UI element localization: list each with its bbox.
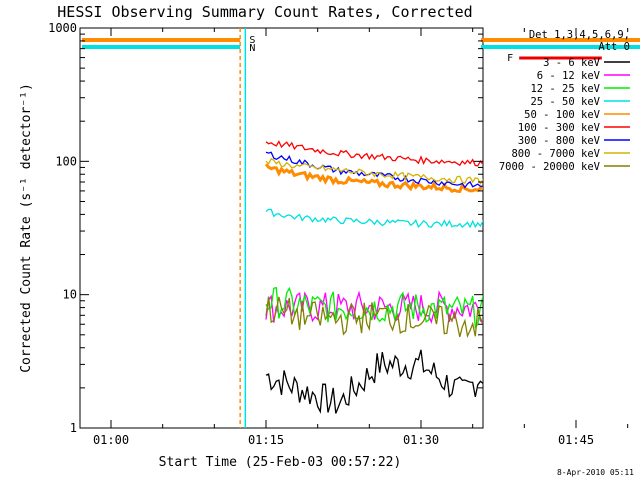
series-line-7 [265,158,483,185]
chart-title: HESSI Observing Summary Count Rates, Cor… [57,3,472,21]
series-line-1 [265,290,483,325]
x-tick-label: 01:15 [248,433,284,447]
marker-layer: SN F [82,28,640,428]
legend-header-1: Att 0 [598,41,630,53]
series-line-4 [264,163,483,193]
y-tick-label: 10 [63,288,77,302]
legend-label: 3 - 6 keV [543,57,601,69]
y-axis: 1 10 100 1000 [48,21,483,435]
legend-label: 50 - 100 keV [524,109,601,121]
y-tick-label: 100 [55,154,77,168]
x-axis-label: Start Time (25-Feb-03 00:57:22) [159,455,402,470]
legend-label: 7000 - 20000 keV [499,161,601,173]
legend-item: 6 - 12 keV [537,70,630,82]
legend-item: 7000 - 20000 keV [499,161,630,173]
plot-frame [79,27,484,429]
y-axis-label: Corrected Count Rate (s⁻¹ detector⁻¹) [19,83,34,373]
series-line-8 [265,296,483,339]
legend-item: 12 - 25 keV [530,83,630,95]
legend-item: 300 - 800 keV [518,135,630,147]
series-line-0 [265,349,483,414]
attenuator-label-s: S [249,35,255,46]
legend-header-0: Det 1,3,4,5,6,9, [529,29,630,41]
legend-item: 100 - 300 keV [518,122,630,134]
legend-label: 6 - 12 keV [537,70,601,82]
legend-label: 300 - 800 keV [518,135,601,147]
legend-item: 3 - 6 keV [543,57,630,69]
series-layer [264,140,483,414]
legend-item: 25 - 50 keV [530,96,630,108]
series-line-2 [265,286,483,329]
series-line-3 [265,208,483,229]
x-tick-label: 01:00 [93,433,129,447]
legend-item: 800 - 7000 keV [511,148,630,160]
flare-label: F [507,53,513,64]
x-tick-label: 01:30 [403,433,439,447]
legend-label: 100 - 300 keV [518,122,601,134]
y-tick-label: 1 [70,421,77,435]
legend-label: 12 - 25 keV [530,83,600,95]
attenuator-label-n: N [249,43,255,54]
y-tick-label: 1000 [48,21,77,35]
legend-label: 800 - 7000 keV [511,148,600,160]
footer-timestamp: 8-Apr-2010 05:11 [557,468,634,477]
legend-label: 25 - 50 keV [530,96,600,108]
series-line-5 [265,140,483,167]
legend-item: 50 - 100 keV [524,109,630,121]
x-tick-label: 01:45 [558,433,594,447]
